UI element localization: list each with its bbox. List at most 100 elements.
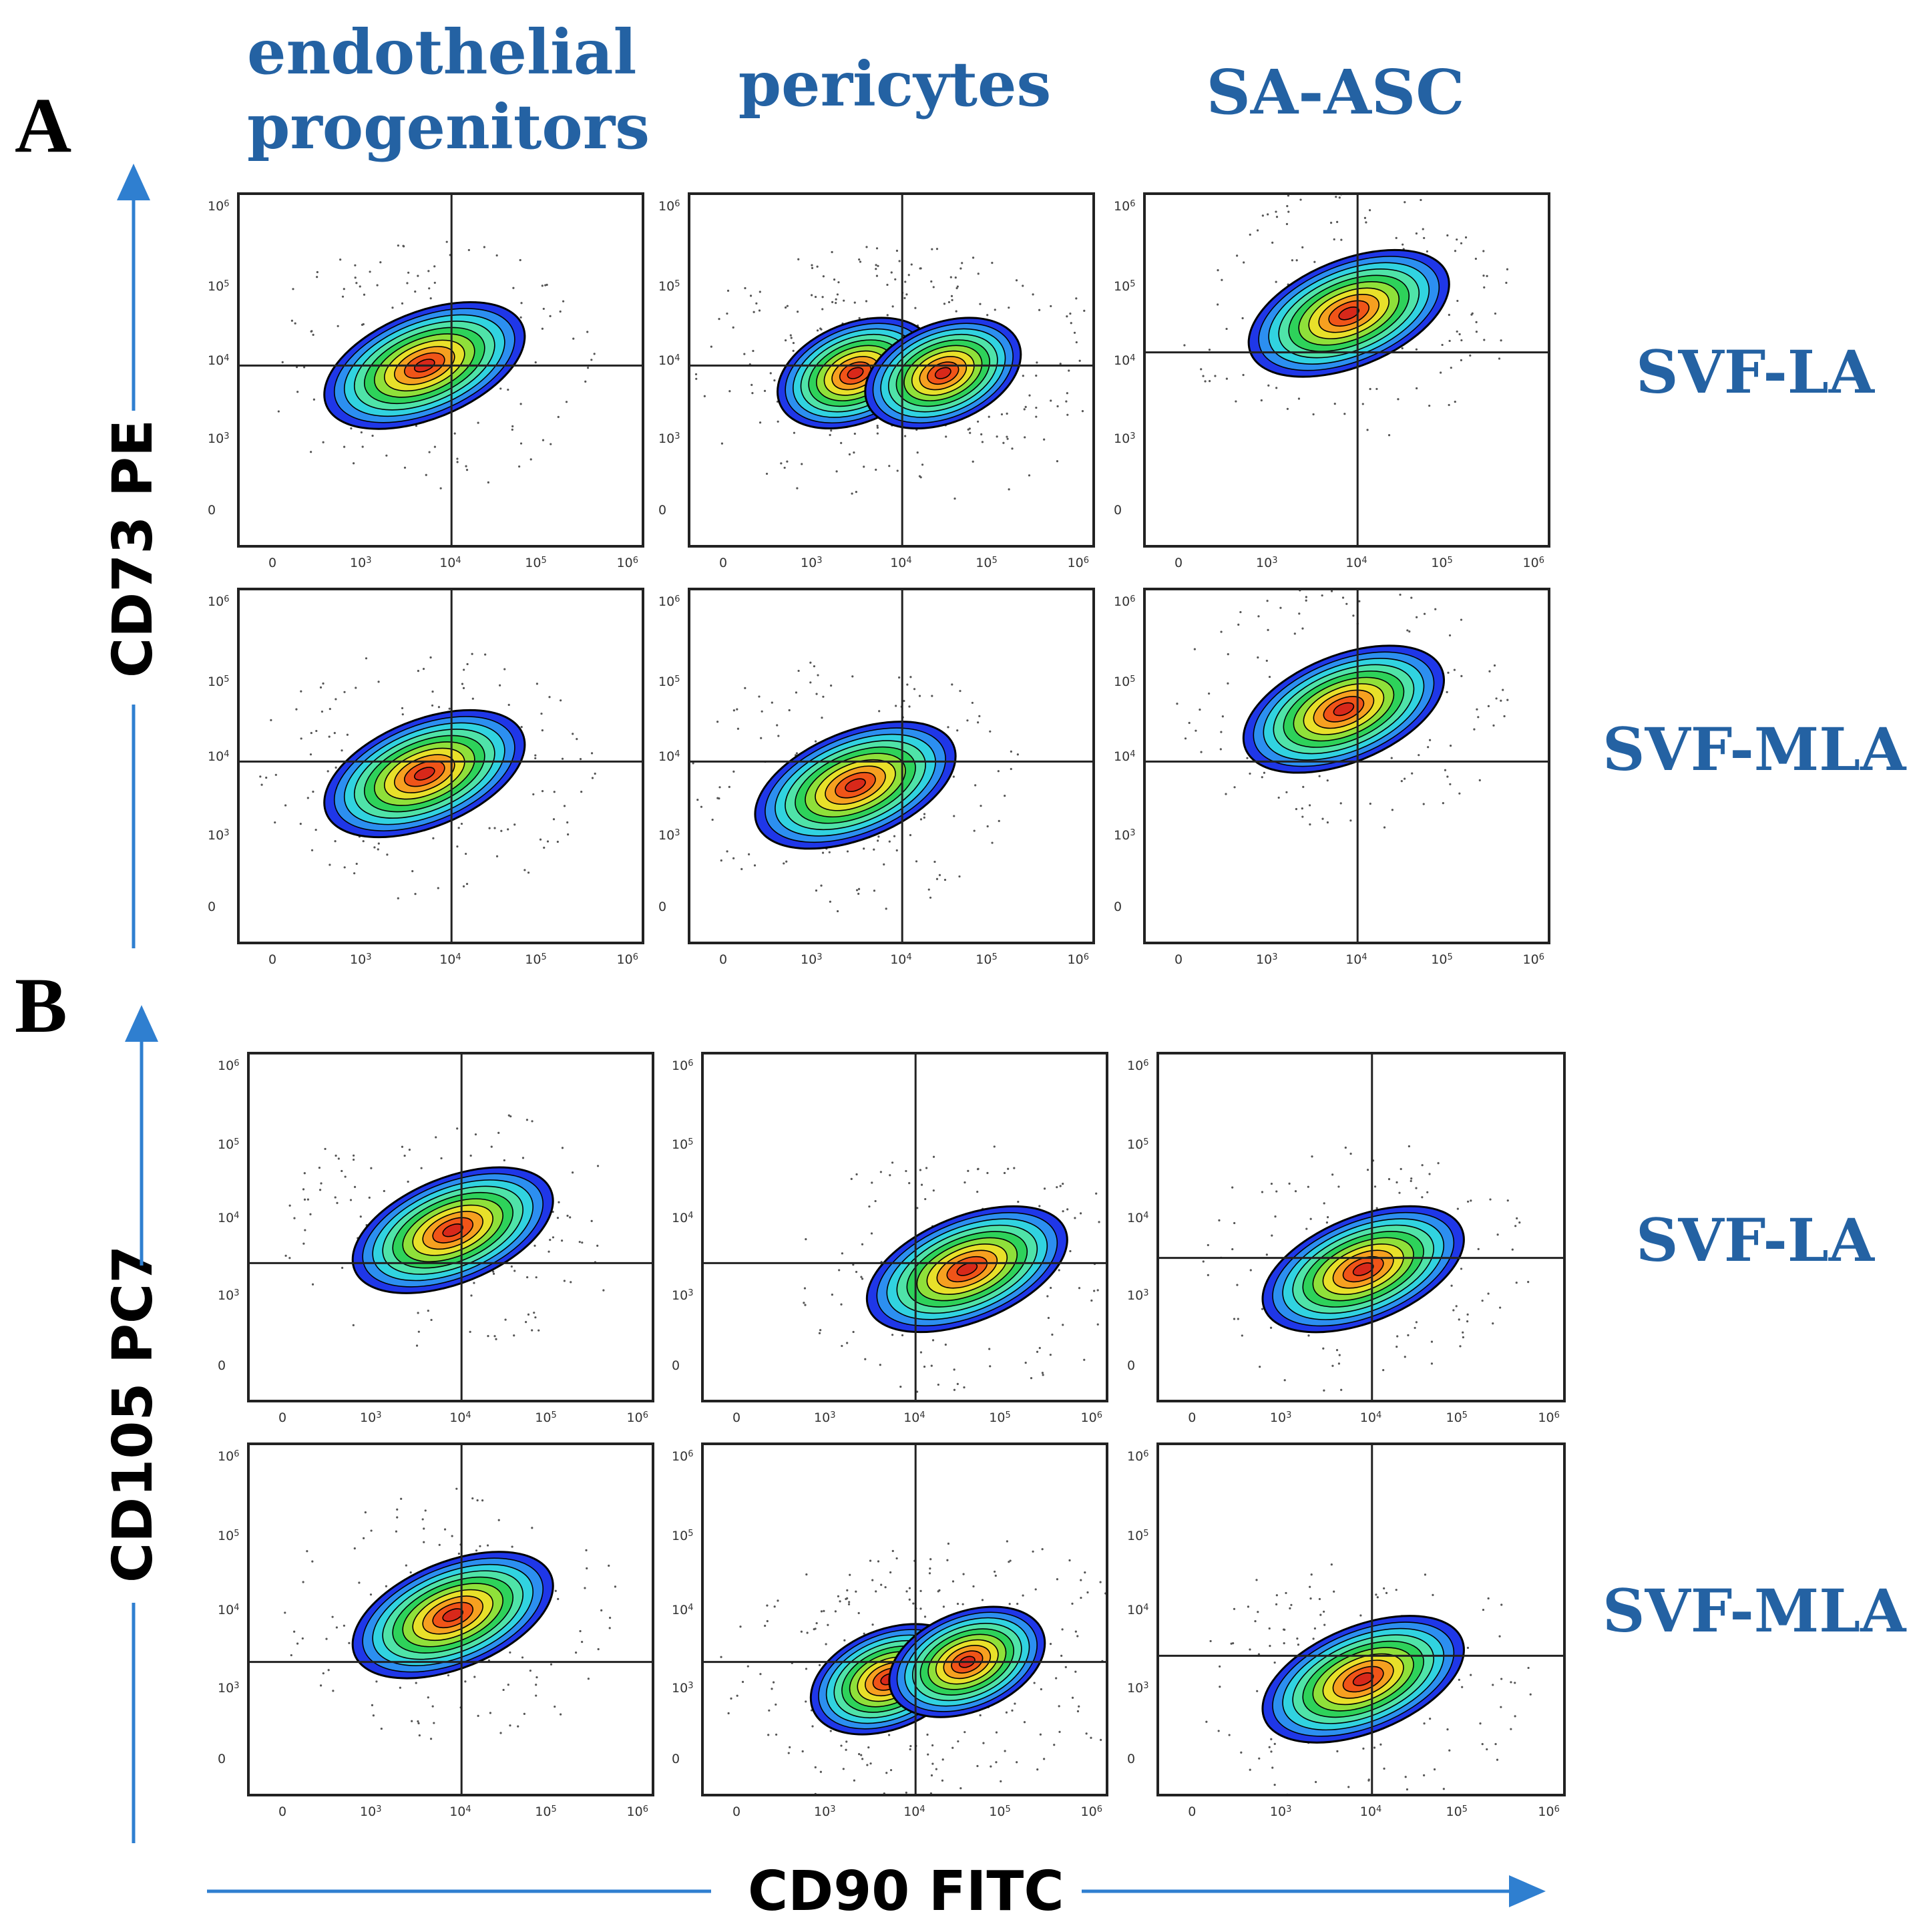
event-dot: [851, 675, 854, 678]
event-dot: [549, 315, 552, 317]
event-dot: [546, 283, 548, 286]
event-dot: [1514, 1225, 1517, 1227]
event-dot: [445, 240, 448, 243]
event-dot: [1373, 1746, 1376, 1749]
event-dot: [1336, 220, 1339, 223]
x-tick-label: 106: [1522, 952, 1545, 967]
column-header-line: endothelial: [247, 16, 637, 88]
event-dot: [335, 1626, 338, 1629]
event-dot: [1273, 1784, 1276, 1786]
event-dot: [760, 737, 763, 739]
event-dot: [1058, 1269, 1060, 1272]
x-tick-label: 106: [616, 556, 639, 570]
event-dot: [1345, 602, 1348, 605]
event-dot: [372, 1714, 375, 1717]
event-dot: [843, 1639, 846, 1641]
event-dot: [869, 1559, 872, 1562]
event-dot: [590, 359, 593, 361]
event-dot: [339, 258, 342, 261]
event-dot: [927, 888, 930, 891]
event-dot: [1061, 1628, 1064, 1631]
event-dot: [1395, 236, 1398, 239]
event-dot: [566, 821, 569, 824]
event-dot: [986, 825, 989, 827]
event-dot: [288, 1204, 291, 1207]
x-tick-label: 103: [1269, 1410, 1292, 1425]
event-dot: [996, 435, 998, 438]
event-dot: [529, 458, 532, 461]
event-dot: [753, 311, 755, 313]
event-dot: [331, 1615, 334, 1618]
event-dot: [818, 1332, 821, 1334]
event-dot: [1006, 1540, 1008, 1543]
event-dot: [596, 1244, 599, 1247]
event-dot: [343, 691, 346, 693]
event-dot: [889, 1571, 892, 1574]
x-tick-label: 105: [535, 1804, 557, 1819]
event-dot: [415, 1344, 419, 1347]
event-dot: [1035, 406, 1038, 409]
event-dot: [1335, 1349, 1339, 1352]
event-dot: [800, 1630, 803, 1633]
event-dot: [952, 775, 955, 778]
event-dot: [329, 707, 331, 711]
event-dot: [1309, 1217, 1312, 1220]
event-dot: [512, 286, 515, 289]
event-dot: [353, 1185, 357, 1188]
event-dot: [1493, 664, 1496, 667]
event-dot: [303, 366, 306, 369]
event-dot: [978, 715, 981, 717]
event-dot: [493, 827, 496, 829]
event-dot: [932, 286, 935, 288]
event-dot: [1510, 1728, 1512, 1730]
event-dot: [379, 261, 382, 264]
event-dot: [1273, 1661, 1276, 1664]
event-dot: [864, 1358, 867, 1360]
event-dot: [1219, 1665, 1221, 1668]
event-dot: [325, 1637, 328, 1640]
event-dot: [1032, 293, 1034, 296]
density-plot-svg: [1159, 1054, 1563, 1400]
event-dot: [513, 1334, 515, 1337]
event-dot: [525, 1321, 527, 1324]
event-dot: [391, 307, 394, 309]
event-dot: [1428, 404, 1431, 407]
event-dot: [775, 1703, 777, 1706]
event-dot: [399, 1686, 401, 1689]
event-dot: [1415, 1187, 1418, 1189]
event-dot: [1475, 321, 1478, 323]
event-dot: [884, 1586, 887, 1589]
event-dot: [327, 770, 329, 773]
event-dot: [926, 1733, 929, 1736]
event-dot: [318, 1189, 322, 1191]
event-dot: [956, 729, 959, 732]
event-dot: [369, 270, 371, 273]
y-tick-label: 103: [672, 1288, 694, 1303]
event-dot: [1042, 1374, 1044, 1376]
event-dot: [1339, 802, 1342, 805]
event-dot: [362, 323, 365, 326]
event-dot: [1268, 1746, 1271, 1748]
y-tick-label: 103: [218, 1288, 240, 1303]
event-dot: [1456, 1207, 1459, 1210]
event-dot: [1022, 375, 1024, 377]
density-plot-svg: [250, 1054, 652, 1400]
y-tick-label: 106: [658, 594, 680, 610]
density-plot-svg: [250, 1445, 652, 1794]
event-dot: [521, 1157, 525, 1159]
event-dot: [1518, 1221, 1521, 1224]
event-dot: [1460, 674, 1463, 677]
event-dot: [332, 1690, 335, 1692]
event-dot: [461, 683, 464, 685]
event-dot: [887, 1734, 891, 1736]
event-dot: [1064, 1666, 1067, 1668]
event-dot: [473, 1676, 476, 1678]
event-dot: [1390, 757, 1393, 759]
x-axis-title-cd90: CD90 FITC: [748, 1860, 1064, 1923]
event-dot: [923, 813, 926, 815]
event-dot: [1076, 1710, 1080, 1713]
event-dot: [1476, 708, 1478, 711]
x-tick-label: 0: [732, 1804, 741, 1819]
event-dot: [580, 791, 583, 793]
x-tick-label: 103: [1269, 1804, 1292, 1819]
